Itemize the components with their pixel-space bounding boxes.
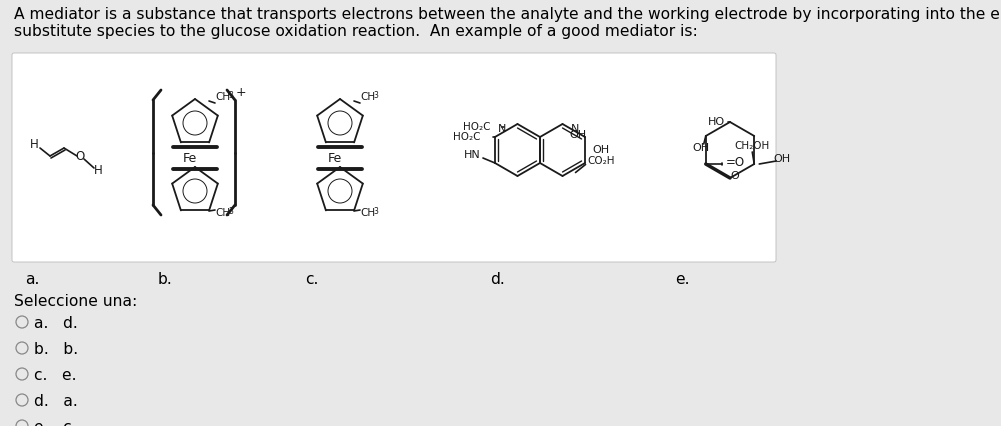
Text: H: H xyxy=(94,164,102,176)
Text: O: O xyxy=(75,150,85,162)
Text: HO₂C: HO₂C xyxy=(453,132,480,142)
Text: HN: HN xyxy=(464,150,480,160)
Text: OH: OH xyxy=(593,145,610,155)
Text: 3: 3 xyxy=(228,207,233,216)
Text: 3: 3 xyxy=(373,92,377,101)
Text: N: N xyxy=(572,124,580,135)
Text: CH: CH xyxy=(215,92,230,102)
Text: CH: CH xyxy=(360,92,375,102)
Circle shape xyxy=(16,342,28,354)
Text: H: H xyxy=(30,138,38,152)
Text: Fe: Fe xyxy=(183,153,197,165)
Text: HO₂C: HO₂C xyxy=(463,123,490,132)
Text: A mediator is a substance that transports electrons between the analyte and the : A mediator is a substance that transport… xyxy=(14,7,1001,22)
Circle shape xyxy=(16,316,28,328)
Text: d.   a.: d. a. xyxy=(34,394,78,409)
Text: OH: OH xyxy=(774,154,791,164)
Circle shape xyxy=(16,394,28,406)
Text: OH: OH xyxy=(569,130,586,141)
Text: a.   d.: a. d. xyxy=(34,316,78,331)
Text: HO: HO xyxy=(708,117,725,127)
Text: OH: OH xyxy=(692,143,710,153)
Text: a.: a. xyxy=(25,272,39,287)
Text: d.: d. xyxy=(490,272,505,287)
Text: CH₂OH: CH₂OH xyxy=(735,141,770,151)
Text: c.   e.: c. e. xyxy=(34,368,76,383)
Text: b.: b. xyxy=(158,272,173,287)
Text: N: N xyxy=(498,124,507,135)
Text: =O: =O xyxy=(726,156,745,170)
Text: +: + xyxy=(235,86,246,98)
Text: 3: 3 xyxy=(373,207,377,216)
Text: O: O xyxy=(731,171,740,181)
Text: c.: c. xyxy=(305,272,318,287)
Text: CO₂H: CO₂H xyxy=(588,155,615,166)
Text: e.: e. xyxy=(675,272,690,287)
Text: substitute species to the glucose oxidation reaction.  An example of a good medi: substitute species to the glucose oxidat… xyxy=(14,24,698,39)
FancyBboxPatch shape xyxy=(12,53,776,262)
Circle shape xyxy=(16,368,28,380)
Text: CH: CH xyxy=(215,208,230,218)
Text: CH: CH xyxy=(360,208,375,218)
Circle shape xyxy=(16,420,28,426)
Text: Seleccione una:: Seleccione una: xyxy=(14,294,137,309)
Text: e.   c.: e. c. xyxy=(34,420,76,426)
Text: 3: 3 xyxy=(228,92,233,101)
Text: Fe: Fe xyxy=(328,153,342,165)
Text: b.   b.: b. b. xyxy=(34,342,78,357)
